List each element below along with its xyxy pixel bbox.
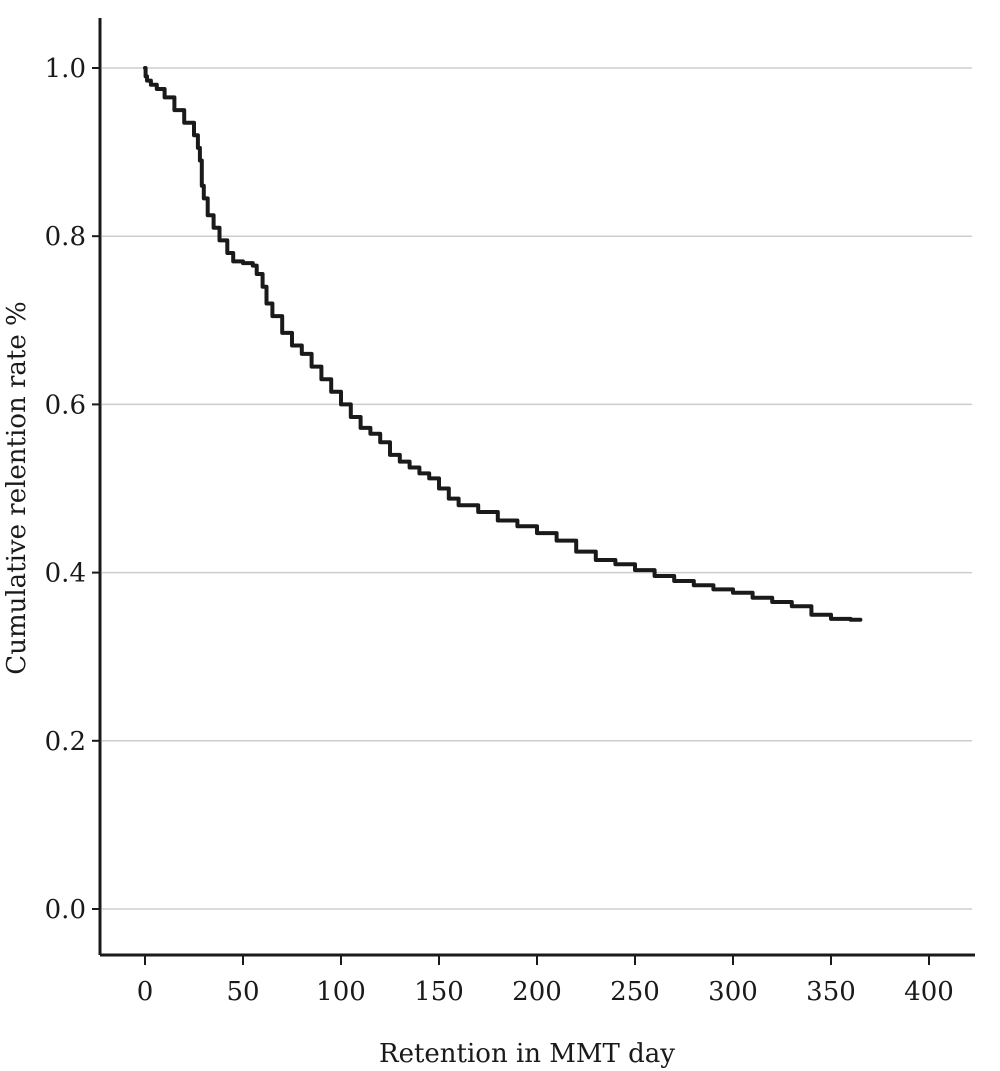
x-tick-label: 0 [137, 977, 154, 1007]
y-tick-label: 0.0 [45, 895, 86, 925]
y-tick-label: 0.6 [45, 390, 86, 420]
x-tick-label: 250 [610, 977, 660, 1007]
grid-lines [102, 67, 972, 910]
x-tick-label: 100 [316, 977, 366, 1007]
x-tick-label: 400 [904, 977, 954, 1007]
x-tick-label: 50 [226, 977, 259, 1007]
x-tick-label: 300 [708, 977, 758, 1007]
x-tick-label: 150 [414, 977, 464, 1007]
y-axis-title: Cumulative relention rate % [2, 301, 32, 674]
y-tick-label: 1.0 [45, 54, 86, 84]
x-tick-label: 350 [806, 977, 856, 1007]
y-tick-label: 0.4 [45, 559, 86, 589]
ticks: 0.0 0.2 0.4 0.6 0.8 1.0 0 50 100 150 200 250 300 350 4… [45, 54, 954, 1007]
x-axis-title: Retention in MMT day [379, 1039, 675, 1069]
axes [98, 18, 975, 957]
series-layer [143, 66, 863, 622]
y-tick-label: 0.2 [45, 727, 86, 757]
survival-curve-line [143, 66, 863, 622]
x-tick-label: 200 [512, 977, 562, 1007]
y-tick-label: 0.8 [45, 222, 86, 252]
